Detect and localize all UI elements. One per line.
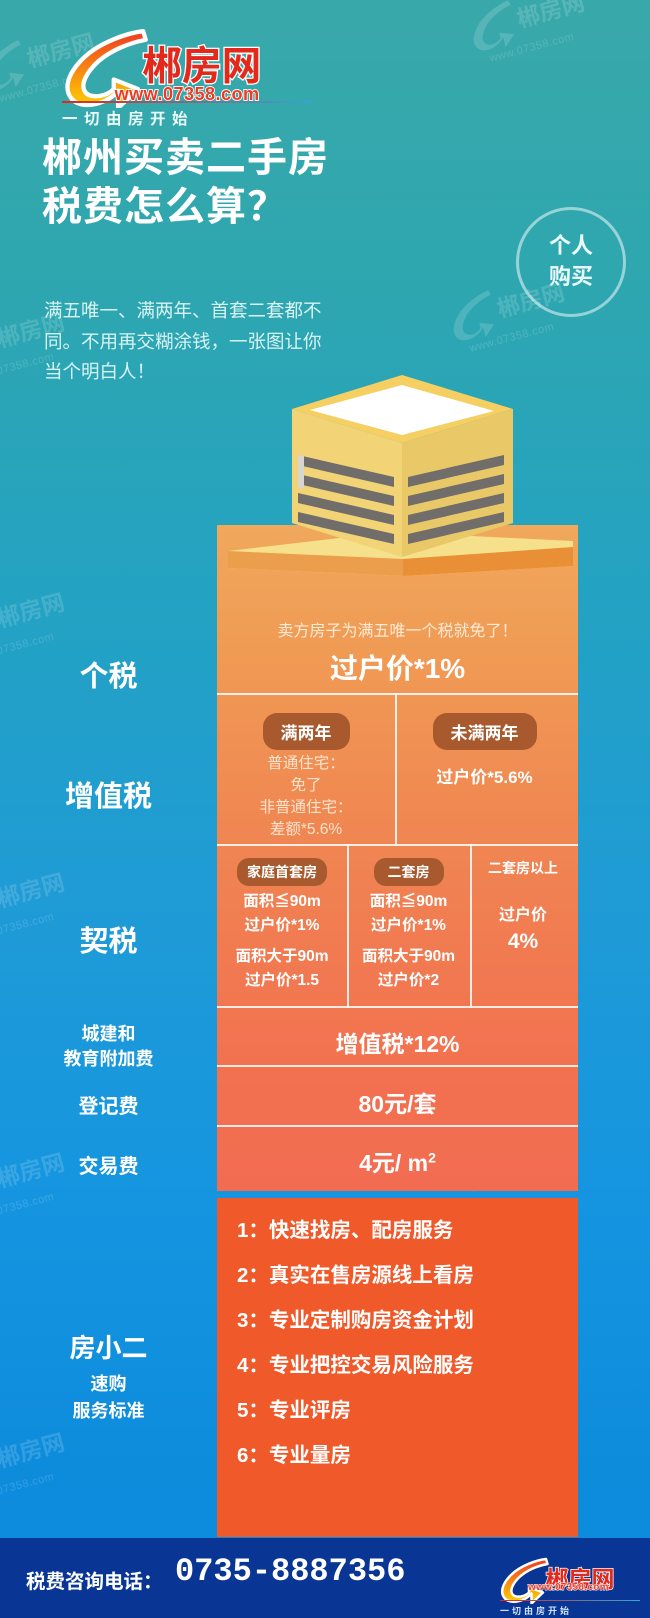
svg-text:郴房网: 郴房网 bbox=[142, 45, 261, 89]
svg-text:www.07358.com: www.07358.com bbox=[527, 1582, 609, 1593]
